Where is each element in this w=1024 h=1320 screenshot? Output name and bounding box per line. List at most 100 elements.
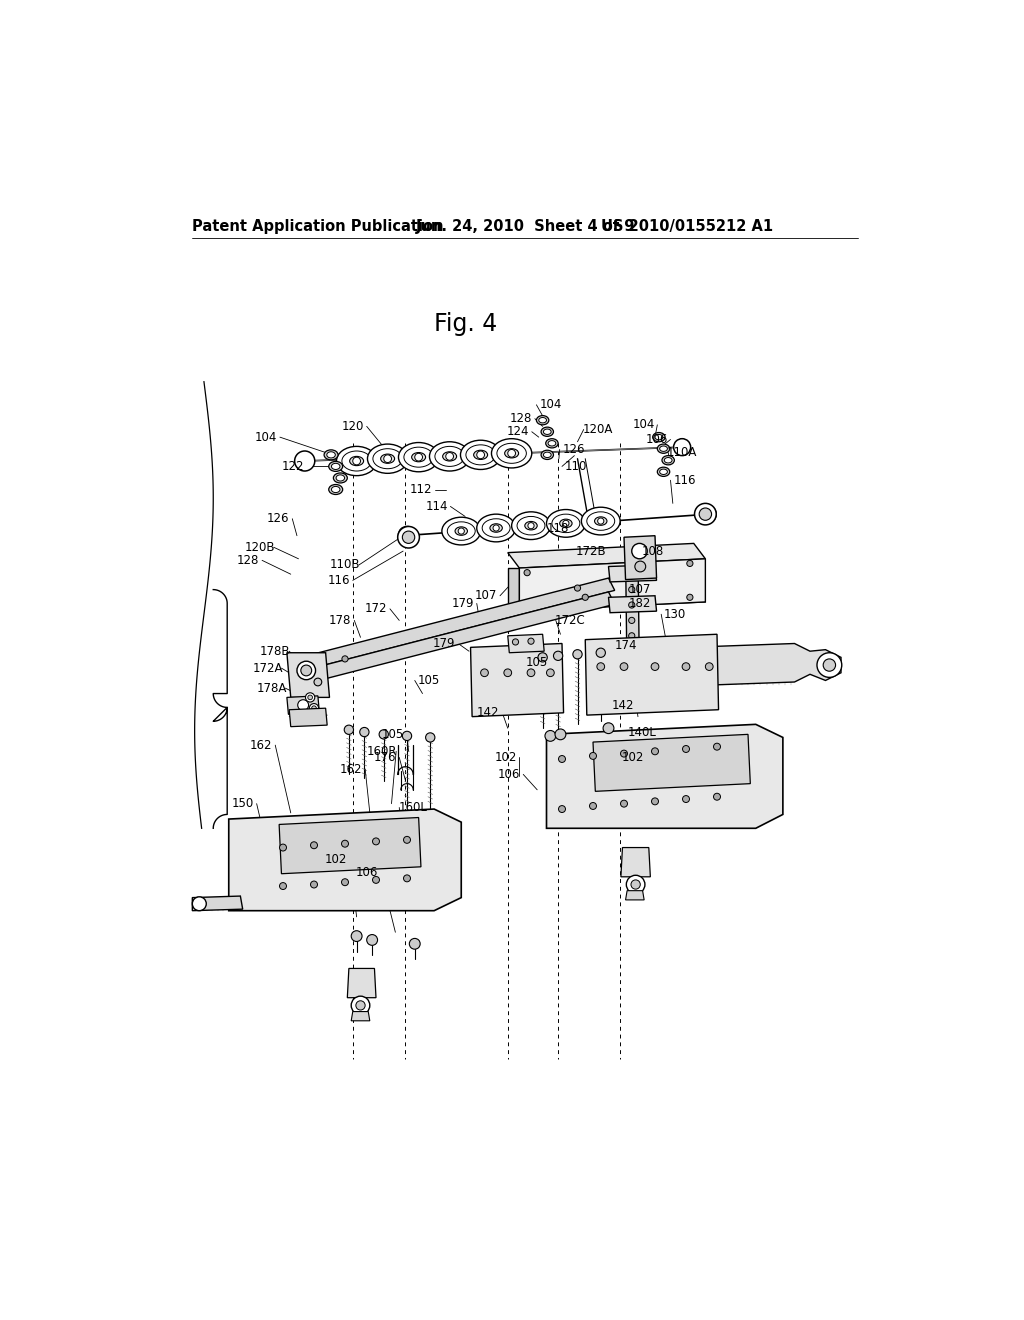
Circle shape <box>524 603 530 610</box>
Polygon shape <box>508 635 544 653</box>
Circle shape <box>384 455 391 462</box>
Ellipse shape <box>665 458 672 463</box>
Circle shape <box>397 527 420 548</box>
Text: 102: 102 <box>495 751 517 764</box>
Circle shape <box>317 713 327 722</box>
Circle shape <box>309 704 318 713</box>
Circle shape <box>295 451 314 471</box>
Circle shape <box>342 841 348 847</box>
Ellipse shape <box>349 457 364 466</box>
Circle shape <box>379 730 388 739</box>
Ellipse shape <box>442 517 480 545</box>
Circle shape <box>344 725 353 734</box>
Polygon shape <box>508 544 706 568</box>
Circle shape <box>558 805 565 813</box>
Ellipse shape <box>447 521 475 540</box>
Ellipse shape <box>474 450 487 459</box>
Polygon shape <box>617 644 841 688</box>
Circle shape <box>352 457 360 465</box>
Polygon shape <box>626 891 644 900</box>
Ellipse shape <box>659 469 668 474</box>
Circle shape <box>308 696 312 700</box>
Circle shape <box>305 693 314 702</box>
Ellipse shape <box>552 515 580 533</box>
Text: 112: 112 <box>410 483 432 496</box>
Circle shape <box>311 664 317 669</box>
Text: 172A: 172A <box>252 661 283 675</box>
Text: 116: 116 <box>673 474 695 487</box>
Circle shape <box>631 880 640 890</box>
Text: 107: 107 <box>629 583 650 597</box>
Ellipse shape <box>327 451 335 458</box>
Polygon shape <box>351 1011 370 1020</box>
Circle shape <box>687 594 693 601</box>
Text: 126: 126 <box>562 444 585 455</box>
Circle shape <box>629 632 635 639</box>
Polygon shape <box>621 847 650 876</box>
Text: 105: 105 <box>382 727 404 741</box>
Text: 142: 142 <box>611 698 634 711</box>
Circle shape <box>547 669 554 677</box>
Circle shape <box>342 656 348 663</box>
Polygon shape <box>289 708 328 726</box>
Ellipse shape <box>412 453 426 462</box>
Circle shape <box>706 663 713 671</box>
Circle shape <box>563 520 569 527</box>
Text: 162: 162 <box>250 739 272 751</box>
Ellipse shape <box>435 446 464 466</box>
Ellipse shape <box>332 486 340 492</box>
Bar <box>617 661 626 677</box>
Ellipse shape <box>537 416 549 425</box>
Ellipse shape <box>337 446 377 475</box>
Ellipse shape <box>336 475 345 480</box>
Polygon shape <box>608 595 656 612</box>
Ellipse shape <box>329 462 343 471</box>
Ellipse shape <box>403 447 433 467</box>
Circle shape <box>301 665 311 676</box>
Text: 106: 106 <box>355 866 378 879</box>
Text: 120B: 120B <box>245 541 275 554</box>
Ellipse shape <box>332 463 340 470</box>
Circle shape <box>590 752 597 759</box>
Text: 179: 179 <box>433 638 456 649</box>
Polygon shape <box>624 536 656 579</box>
Text: 162: 162 <box>340 763 362 776</box>
Text: 116: 116 <box>328 574 350 587</box>
Text: 120: 120 <box>342 420 364 433</box>
Circle shape <box>629 648 635 655</box>
Circle shape <box>297 661 315 680</box>
Ellipse shape <box>541 450 554 459</box>
Text: 106: 106 <box>498 768 520 781</box>
Text: 108: 108 <box>642 545 664 557</box>
Text: 128: 128 <box>510 412 532 425</box>
Circle shape <box>538 653 547 663</box>
Circle shape <box>574 585 581 591</box>
Text: US 2010/0155212 A1: US 2010/0155212 A1 <box>601 219 773 234</box>
Ellipse shape <box>505 449 518 458</box>
Ellipse shape <box>455 527 467 536</box>
Circle shape <box>621 750 628 758</box>
Ellipse shape <box>659 446 668 451</box>
Circle shape <box>193 896 206 911</box>
Circle shape <box>629 664 635 669</box>
Circle shape <box>687 560 693 566</box>
Ellipse shape <box>442 451 457 461</box>
Circle shape <box>477 451 484 459</box>
Circle shape <box>683 746 689 752</box>
Polygon shape <box>471 644 563 717</box>
Ellipse shape <box>461 441 501 470</box>
Text: 150: 150 <box>231 797 254 810</box>
Text: 110: 110 <box>565 459 587 473</box>
Circle shape <box>403 875 411 882</box>
Text: 126: 126 <box>267 512 290 525</box>
Ellipse shape <box>517 516 545 535</box>
Text: 122: 122 <box>282 459 304 473</box>
Ellipse shape <box>657 444 670 453</box>
Polygon shape <box>228 809 461 911</box>
Circle shape <box>598 517 604 524</box>
Circle shape <box>524 570 530 576</box>
Circle shape <box>359 727 369 737</box>
Circle shape <box>651 663 658 671</box>
Circle shape <box>629 586 635 593</box>
Ellipse shape <box>477 513 515 543</box>
